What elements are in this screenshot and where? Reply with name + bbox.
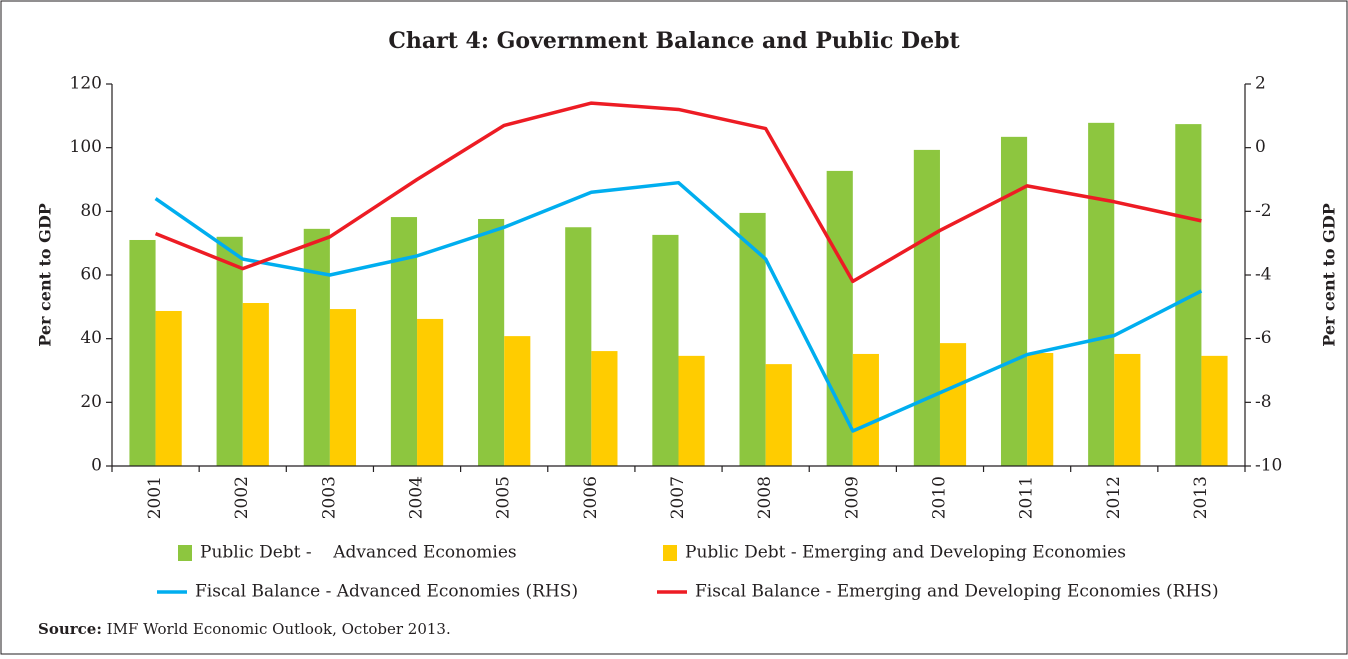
x-tick-label: 2003 <box>319 476 339 519</box>
bar <box>1114 353 1141 466</box>
y-tick-label: 20 <box>80 392 102 412</box>
bar <box>1027 352 1054 466</box>
bar <box>417 318 444 466</box>
bar <box>678 355 705 466</box>
x-tick-label: 2004 <box>407 476 427 519</box>
y2-tick-label: 2 <box>1255 74 1266 94</box>
y2-tick-label: -4 <box>1255 265 1272 285</box>
bar <box>216 236 243 466</box>
bar <box>765 364 792 466</box>
bar <box>242 303 269 466</box>
source: Source: IMF World Economic Outlook, Octo… <box>38 620 451 638</box>
chart-title: Chart 4: Government Balance and Public D… <box>388 28 960 54</box>
x-tick-label: 2009 <box>842 476 862 519</box>
x-tick-label: 2008 <box>755 476 775 519</box>
x-tick-label: 2010 <box>929 476 949 519</box>
bar <box>913 149 940 466</box>
y-tick-label: 100 <box>70 137 102 157</box>
legend-label: Fiscal Balance - Advanced Economies (RHS… <box>195 582 578 602</box>
bar <box>390 217 418 466</box>
x-tick-label: 2005 <box>494 476 514 519</box>
y-tick-label: 60 <box>80 265 102 285</box>
legend-label: Public Debt - Emerging and Developing Ec… <box>685 543 1126 563</box>
bar <box>1201 355 1228 466</box>
y-tick-label: 80 <box>80 201 102 221</box>
bar <box>504 336 531 466</box>
y-tick-label: 40 <box>80 328 102 348</box>
line <box>154 101 1202 284</box>
bar <box>303 228 330 466</box>
x-tick-label: 2007 <box>668 476 688 519</box>
y2-axis-label: Per cent to GDP <box>1320 203 1339 347</box>
y-axis-label: Per cent to GDP <box>36 203 55 347</box>
bar <box>478 218 505 466</box>
bar <box>1175 124 1202 467</box>
source-text: IMF World Economic Outlook, October 2013… <box>107 620 451 638</box>
x-tick-label: 2002 <box>232 476 252 519</box>
legend-swatch <box>663 545 677 561</box>
bar <box>155 310 182 466</box>
y2-tick-label: -2 <box>1255 201 1272 221</box>
y2-tick-label: -6 <box>1255 328 1272 348</box>
x-tick-label: 2012 <box>1104 476 1124 519</box>
bar <box>739 212 766 466</box>
bar <box>591 351 618 466</box>
bar <box>852 353 879 466</box>
bar <box>129 239 156 466</box>
legend-label: Fiscal Balance - Emerging and Developing… <box>695 582 1219 602</box>
y2-tick-label: -8 <box>1255 392 1272 412</box>
legend-label: Public Debt - Advanced Economies <box>200 543 517 563</box>
x-tick-label: 2001 <box>145 476 165 519</box>
x-tick-label: 2011 <box>1017 476 1037 519</box>
x-tick-label: 2006 <box>581 476 601 519</box>
source-label: Source: <box>38 620 102 638</box>
x-tick-label: 2013 <box>1191 476 1211 519</box>
bar <box>652 234 679 466</box>
bar <box>1088 122 1115 466</box>
bar <box>826 170 853 466</box>
legend-swatch <box>178 545 192 561</box>
y-tick-label: 120 <box>70 74 102 94</box>
bar <box>939 343 967 466</box>
y2-tick-label: -10 <box>1255 456 1282 476</box>
bar <box>329 309 357 466</box>
y-tick-label: 0 <box>91 456 102 476</box>
line <box>154 180 1203 433</box>
y2-tick-label: 0 <box>1255 137 1266 157</box>
bar <box>565 227 592 466</box>
